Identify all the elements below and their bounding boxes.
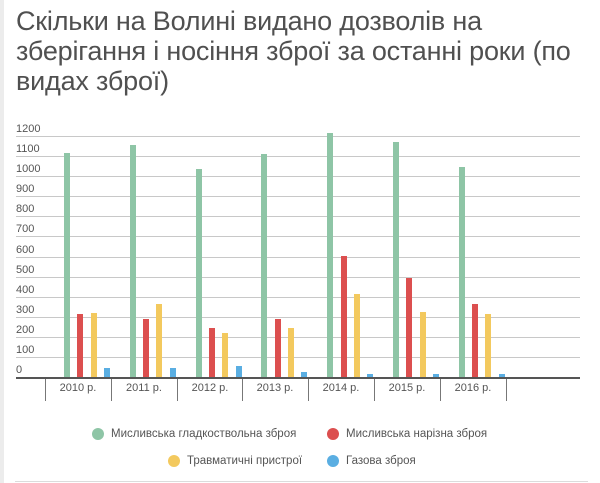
gridline	[16, 257, 580, 258]
legend-color-dot-icon	[327, 455, 339, 467]
bar-smoothbore[interactable]	[261, 153, 267, 378]
bar-traumatic[interactable]	[156, 304, 162, 378]
legend-color-dot-icon	[168, 455, 180, 467]
y-tick-label: 700	[16, 223, 35, 235]
y-tick-label: 900	[16, 183, 35, 195]
x-category-label: 2010 р.	[59, 382, 97, 394]
category-separator	[242, 379, 243, 401]
legend-label: Мисливська нарізна зброя	[346, 428, 488, 440]
y-tick-label: 200	[16, 324, 35, 336]
x-category-label: 2014 р.	[322, 382, 360, 394]
y-tick-label: 300	[16, 304, 35, 316]
legend-item[interactable]: Мисливська нарізна зброя	[327, 428, 487, 440]
chart-title: Скільки на Волині видано дозволів на збе…	[16, 6, 571, 96]
bar-traumatic[interactable]	[288, 328, 294, 378]
bar-traumatic[interactable]	[91, 313, 97, 378]
bar-gas[interactable]	[499, 374, 505, 378]
bar-rifled[interactable]	[143, 318, 149, 378]
bar-rifled[interactable]	[77, 313, 83, 378]
gridline	[16, 136, 580, 137]
category-separator	[506, 379, 507, 401]
bar-smoothbore[interactable]	[196, 169, 202, 378]
category-separator	[440, 379, 441, 401]
bar-smoothbore[interactable]	[459, 166, 465, 378]
y-tick-label: 0	[16, 364, 23, 376]
y-tick-label: 100	[16, 344, 35, 356]
y-tick-label: 1100	[16, 143, 40, 155]
bar-gas[interactable]	[236, 366, 242, 378]
x-category-label: 2013 р.	[256, 382, 294, 394]
bar-gas[interactable]	[170, 367, 176, 378]
category-separator	[374, 379, 375, 401]
bar-traumatic[interactable]	[354, 293, 360, 378]
category-separator	[45, 379, 46, 401]
bar-traumatic[interactable]	[420, 311, 426, 378]
bar-traumatic[interactable]	[222, 333, 228, 378]
gridline	[16, 297, 580, 298]
bar-rifled[interactable]	[472, 304, 478, 378]
bar-gas[interactable]	[433, 374, 439, 378]
category-separator	[111, 379, 112, 401]
legend-item[interactable]: Мисливська гладкоствольна зброя	[92, 428, 296, 440]
y-tick-label: 1200	[16, 123, 41, 135]
category-separator	[177, 379, 178, 401]
bar-rifled[interactable]	[275, 318, 281, 378]
x-category-label: 2016 р.	[454, 382, 492, 394]
y-tick-label: 400	[16, 284, 35, 296]
y-tick-label: 600	[16, 244, 35, 256]
gridline	[16, 156, 580, 157]
bottom-divider	[15, 481, 588, 482]
legend-label: Мисливська гладкоствольна зброя	[111, 428, 297, 440]
legend-item[interactable]: Травматичні пристрої	[168, 455, 302, 467]
x-axis-line	[16, 377, 580, 379]
gridline	[16, 216, 580, 217]
bar-gas[interactable]	[301, 372, 307, 378]
y-tick-label: 1000	[16, 163, 41, 175]
bar-smoothbore[interactable]	[327, 132, 333, 378]
gridline	[16, 196, 580, 197]
legend-color-dot-icon	[327, 428, 339, 440]
bar-rifled[interactable]	[209, 328, 215, 378]
gridline	[16, 357, 580, 358]
legend-label: Травматичні пристрої	[187, 455, 303, 467]
bar-gas[interactable]	[104, 368, 110, 378]
gridline	[16, 236, 580, 237]
gridline	[16, 317, 580, 318]
bar-gas[interactable]	[367, 374, 373, 378]
legend-label: Газова зброя	[346, 455, 416, 467]
bar-traumatic[interactable]	[485, 313, 491, 378]
gridline	[16, 277, 580, 278]
x-category-label: 2011 р.	[126, 382, 162, 394]
legend-item[interactable]: Газова зброя	[327, 455, 416, 467]
bar-rifled[interactable]	[341, 255, 347, 378]
y-tick-label: 500	[16, 264, 35, 276]
x-category-label: 2012 р.	[191, 382, 229, 394]
legend-color-dot-icon	[92, 428, 104, 440]
left-edge-border	[0, 0, 4, 483]
x-category-label: 2015 р.	[388, 382, 426, 394]
gridline	[16, 176, 580, 177]
gridline	[16, 337, 580, 338]
bar-rifled[interactable]	[406, 278, 412, 378]
bar-smoothbore[interactable]	[64, 153, 70, 378]
bar-smoothbore[interactable]	[393, 142, 399, 378]
bar-smoothbore[interactable]	[130, 145, 136, 378]
category-separator	[308, 379, 309, 401]
y-tick-label: 800	[16, 203, 35, 215]
